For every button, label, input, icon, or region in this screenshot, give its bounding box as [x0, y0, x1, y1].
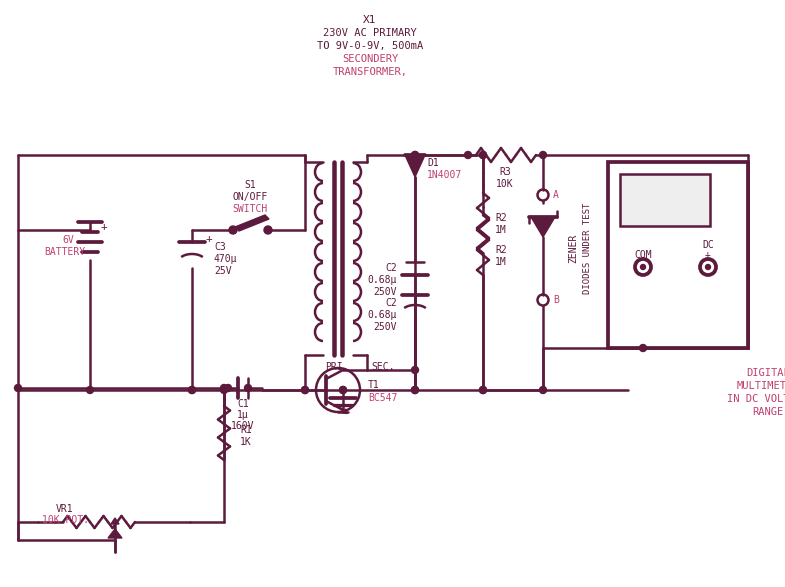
- Circle shape: [264, 226, 272, 234]
- Polygon shape: [235, 215, 269, 231]
- Text: 0.68μ: 0.68μ: [367, 275, 397, 285]
- Text: ZENER: ZENER: [568, 233, 578, 263]
- Circle shape: [229, 226, 237, 234]
- Text: X1: X1: [363, 15, 377, 25]
- Text: DC: DC: [702, 240, 714, 250]
- Text: ON/OFF: ON/OFF: [232, 192, 268, 202]
- Text: +: +: [100, 222, 108, 232]
- Text: SEC.: SEC.: [371, 362, 395, 372]
- Circle shape: [411, 366, 418, 373]
- Text: 1μ: 1μ: [237, 410, 249, 420]
- Polygon shape: [531, 217, 555, 237]
- Text: +: +: [705, 250, 711, 260]
- Circle shape: [188, 386, 195, 393]
- Circle shape: [225, 384, 232, 392]
- Text: TO 9V-0-9V, 500mA: TO 9V-0-9V, 500mA: [317, 41, 423, 51]
- Text: DIODES UNDER TEST: DIODES UNDER TEST: [582, 203, 592, 294]
- Circle shape: [188, 386, 195, 393]
- Circle shape: [301, 386, 309, 393]
- Text: 470μ: 470μ: [214, 254, 238, 264]
- Circle shape: [465, 151, 472, 158]
- Text: 25V: 25V: [214, 266, 232, 276]
- Text: MULTIMETER: MULTIMETER: [737, 381, 785, 391]
- Text: C3: C3: [214, 242, 226, 252]
- Circle shape: [480, 151, 487, 158]
- Text: PRI.: PRI.: [325, 362, 349, 372]
- Text: D1: D1: [427, 158, 439, 168]
- Text: R3: R3: [499, 167, 511, 177]
- Circle shape: [411, 151, 418, 158]
- Text: R2: R2: [495, 245, 507, 255]
- Text: A: A: [553, 190, 559, 200]
- Text: 1M: 1M: [495, 257, 507, 267]
- Text: TRANSFORMER,: TRANSFORMER,: [333, 67, 407, 77]
- Text: VR1: VR1: [57, 504, 74, 514]
- Text: 250V: 250V: [374, 287, 397, 297]
- Text: 1N4007: 1N4007: [427, 170, 462, 180]
- Text: 0.68μ: 0.68μ: [367, 310, 397, 320]
- Circle shape: [339, 386, 346, 393]
- Text: T1: T1: [368, 380, 380, 390]
- Text: B: B: [553, 295, 559, 305]
- Text: C2: C2: [385, 263, 397, 273]
- Circle shape: [244, 384, 251, 392]
- Circle shape: [86, 386, 93, 393]
- Circle shape: [411, 386, 418, 393]
- Text: C2: C2: [385, 298, 397, 308]
- Text: SWITCH: SWITCH: [232, 204, 268, 214]
- Text: 230V AC PRIMARY: 230V AC PRIMARY: [323, 28, 417, 38]
- Circle shape: [411, 151, 418, 158]
- Circle shape: [706, 265, 710, 269]
- Circle shape: [339, 386, 346, 393]
- Text: COM: COM: [634, 250, 652, 260]
- Polygon shape: [405, 155, 425, 177]
- Text: R1: R1: [240, 425, 252, 435]
- Text: 1K: 1K: [240, 437, 252, 447]
- Text: +: +: [206, 234, 213, 244]
- Circle shape: [539, 151, 546, 158]
- Text: 1M: 1M: [495, 225, 507, 235]
- Text: 10K: 10K: [496, 179, 514, 189]
- FancyArrow shape: [339, 407, 347, 413]
- Text: IN DC VOLTAGE: IN DC VOLTAGE: [728, 394, 785, 404]
- Circle shape: [221, 384, 228, 392]
- FancyBboxPatch shape: [620, 174, 710, 226]
- Text: S1: S1: [244, 180, 256, 190]
- Polygon shape: [108, 529, 122, 538]
- Text: DIGITAL: DIGITAL: [746, 368, 785, 378]
- Text: BATTERY: BATTERY: [45, 247, 86, 257]
- Text: SECONDERY: SECONDERY: [342, 54, 398, 64]
- Text: C1: C1: [237, 399, 249, 409]
- Text: 250V: 250V: [374, 322, 397, 332]
- Text: 160V: 160V: [232, 421, 255, 431]
- Circle shape: [480, 151, 487, 158]
- Text: R2: R2: [495, 213, 507, 223]
- Circle shape: [480, 386, 487, 393]
- Circle shape: [14, 384, 21, 392]
- Circle shape: [221, 386, 228, 393]
- Circle shape: [301, 386, 309, 393]
- Circle shape: [640, 345, 647, 352]
- FancyBboxPatch shape: [608, 162, 748, 348]
- Circle shape: [411, 386, 418, 393]
- Text: RANGE: RANGE: [752, 407, 783, 417]
- Text: BC547: BC547: [368, 393, 397, 403]
- Text: 10K POT.: 10K POT.: [42, 515, 89, 525]
- Text: 6V: 6V: [62, 235, 74, 245]
- Circle shape: [539, 386, 546, 393]
- FancyArrow shape: [111, 518, 119, 536]
- Circle shape: [641, 265, 645, 269]
- Circle shape: [480, 386, 487, 393]
